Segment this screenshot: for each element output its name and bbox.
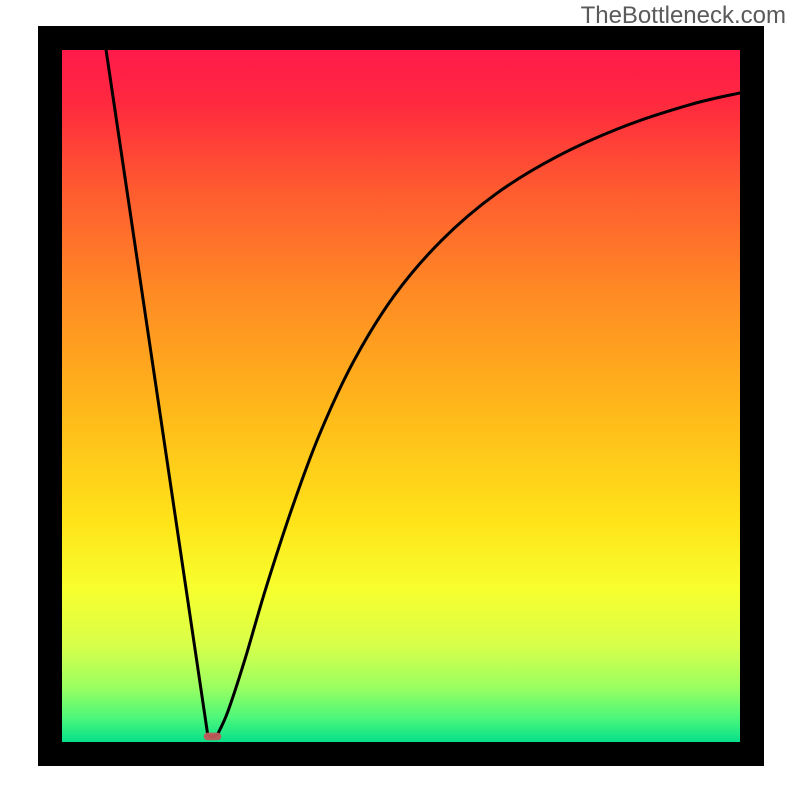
chart-container: TheBottleneck.com	[0, 0, 800, 800]
watermark-text: TheBottleneck.com	[581, 2, 786, 30]
plot-background	[62, 50, 740, 742]
bottleneck-chart	[0, 0, 800, 800]
optimal-point-marker	[204, 733, 222, 741]
